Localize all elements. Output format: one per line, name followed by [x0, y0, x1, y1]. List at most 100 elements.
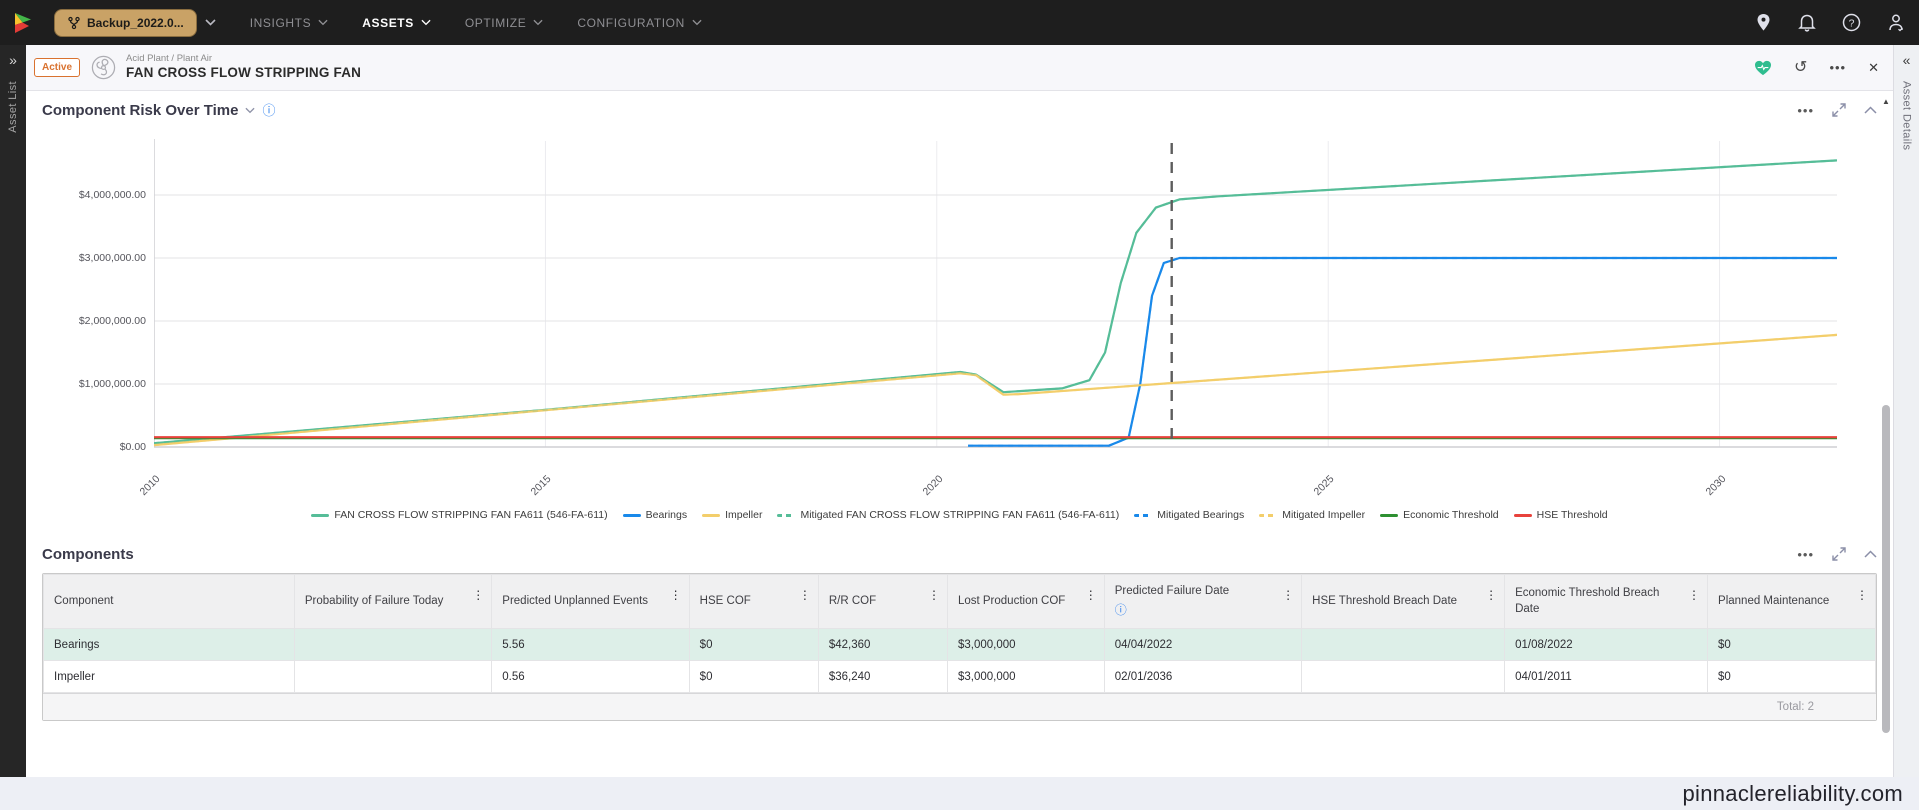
breadcrumb[interactable]: Acid Plant / Plant Air — [126, 53, 361, 65]
column-header-label: Component — [54, 595, 113, 607]
scrollbar-thumb[interactable] — [1882, 405, 1890, 733]
legend-item[interactable]: FAN CROSS FLOW STRIPPING FAN FA611 (546-… — [311, 509, 607, 521]
health-heart-icon[interactable] — [1754, 60, 1772, 76]
page-footer: pinnaclereliability.com — [0, 777, 1919, 810]
risk-chart: $4,000,000.00$3,000,000.00$2,000,000.00$… — [42, 129, 1877, 469]
legend-swatch — [1134, 514, 1152, 517]
column-menu-icon[interactable]: ⋮ — [1282, 587, 1294, 603]
column-menu-icon[interactable]: ⋮ — [1856, 587, 1868, 603]
component-row-bearings[interactable]: Bearings5.56$0$42,360$3,000,00004/04/202… — [44, 629, 1876, 661]
table-cell: Bearings — [44, 629, 295, 661]
legend-label: Mitigated Bearings — [1157, 509, 1244, 521]
legend-swatch — [1380, 514, 1398, 517]
legend-item[interactable]: Mitigated Bearings — [1134, 509, 1244, 521]
column-menu-icon[interactable]: ⋮ — [472, 587, 484, 603]
scroll-up-arrow-icon[interactable]: ▲ — [1880, 97, 1892, 106]
expand-asset-list-icon[interactable]: » — [9, 53, 17, 67]
location-icon[interactable] — [1755, 13, 1772, 32]
column-header-label: HSE Threshold Breach Date — [1312, 595, 1457, 607]
close-icon[interactable]: ✕ — [1868, 61, 1879, 74]
legend-label: Impeller — [725, 509, 762, 521]
legend-item[interactable]: Economic Threshold — [1380, 509, 1499, 521]
app-window: Backup_2022.0... INSIGHTS ASSETS OPTIMIZE C… — [0, 0, 1919, 810]
nav-item-assets[interactable]: ASSETS — [362, 16, 431, 30]
components-collapse-chevron-up-icon[interactable] — [1864, 550, 1877, 558]
column-menu-icon[interactable]: ⋮ — [1085, 587, 1097, 603]
watermark-text: pinnaclereliability.com — [1683, 781, 1903, 807]
column-header[interactable]: Economic Threshold Breach Date⋮ — [1505, 575, 1708, 629]
column-header[interactable]: R/R COF ⋮ — [818, 575, 947, 629]
column-header[interactable]: Planned Maintenance ⋮ — [1708, 575, 1876, 629]
column-header[interactable]: HSE COF ⋮ — [689, 575, 818, 629]
column-menu-icon[interactable]: ⋮ — [1688, 587, 1700, 603]
risk-more-icon[interactable]: ••• — [1797, 103, 1814, 118]
nav-item-optimize[interactable]: OPTIMIZE — [465, 16, 543, 30]
legend-label: Economic Threshold — [1403, 509, 1499, 521]
legend-swatch — [1514, 514, 1532, 517]
column-header[interactable]: Predicted Unplanned Events⋮ — [492, 575, 689, 629]
column-header-label: Planned Maintenance — [1718, 595, 1829, 607]
column-info-icon[interactable]: ⓘ — [1115, 602, 1127, 618]
workspace-selector[interactable]: Backup_2022.0... — [54, 9, 197, 37]
risk-expand-icon[interactable] — [1832, 103, 1846, 117]
risk-collapse-chevron-up-icon[interactable] — [1864, 106, 1877, 114]
legend-item[interactable]: Mitigated Impeller — [1259, 509, 1365, 521]
pinnacle-logo-icon[interactable] — [10, 10, 36, 36]
table-cell: Impeller — [44, 661, 295, 693]
vertical-scrollbar[interactable]: ▲ — [1880, 97, 1892, 767]
column-header[interactable]: Lost Production COF ⋮ — [947, 575, 1104, 629]
y-tick-label: $1,000,000.00 — [79, 378, 146, 390]
column-menu-icon[interactable]: ⋮ — [670, 587, 682, 603]
legend-label: FAN CROSS FLOW STRIPPING FAN FA611 (546-… — [334, 509, 607, 521]
table-cell — [294, 629, 491, 661]
legend-item[interactable]: Bearings — [623, 509, 687, 521]
components-more-icon[interactable]: ••• — [1797, 547, 1814, 562]
components-table: Component Probability of Failure Today⋮Pr… — [42, 573, 1877, 721]
page-title: FAN CROSS FLOW STRIPPING FAN — [126, 65, 361, 82]
components-expand-icon[interactable] — [1832, 547, 1846, 561]
more-icon[interactable]: ••• — [1829, 61, 1846, 74]
collapse-asset-details-icon[interactable]: « — [1903, 53, 1911, 67]
column-header-label: R/R COF — [829, 595, 876, 607]
column-header[interactable]: HSE Threshold Breach Date ⋮ — [1302, 575, 1505, 629]
column-menu-icon[interactable]: ⋮ — [928, 587, 940, 603]
y-tick-label: $4,000,000.00 — [79, 189, 146, 201]
table-cell: $0 — [689, 629, 818, 661]
table-cell: 02/01/2036 — [1104, 661, 1301, 693]
undo-icon[interactable]: ↺ — [1794, 60, 1807, 76]
notifications-icon[interactable] — [1798, 13, 1816, 32]
legend-label: Bearings — [646, 509, 687, 521]
column-menu-icon[interactable]: ⋮ — [1485, 587, 1497, 603]
component-row-impeller[interactable]: Impeller0.56$0$36,240$3,000,00002/01/203… — [44, 661, 1876, 693]
branch-icon — [67, 16, 81, 30]
legend-item[interactable]: HSE Threshold — [1514, 509, 1608, 521]
x-axis-labels: 20102015202020252030 — [154, 469, 1837, 505]
chevron-down-icon — [421, 19, 431, 26]
chart-plot-area[interactable]: ★ — [154, 129, 1837, 469]
x-tick-label: 2030 — [1690, 473, 1728, 511]
column-header[interactable]: Probability of Failure Today⋮ — [294, 575, 491, 629]
table-cell: $0 — [1708, 629, 1876, 661]
user-icon[interactable] — [1887, 13, 1905, 32]
legend-item[interactable]: Impeller — [702, 509, 762, 521]
top-nav: Backup_2022.0... INSIGHTS ASSETS OPTIMIZE C… — [0, 0, 1919, 45]
column-header-label: Lost Production COF — [958, 595, 1065, 607]
status-badge: Active — [34, 58, 80, 77]
nav-item-label: INSIGHTS — [250, 16, 311, 30]
help-icon[interactable]: ? — [1842, 13, 1861, 32]
nav-item-insights[interactable]: INSIGHTS — [250, 16, 328, 30]
legend-label: Mitigated FAN CROSS FLOW STRIPPING FAN F… — [800, 509, 1119, 521]
table-cell: 01/08/2022 — [1505, 629, 1708, 661]
column-header-label: HSE COF — [700, 595, 751, 607]
chevron-down-icon — [318, 19, 328, 26]
risk-title-chevron-down-icon[interactable] — [245, 107, 255, 114]
nav-item-configuration[interactable]: CONFIGURATION — [577, 16, 702, 30]
column-menu-icon[interactable]: ⋮ — [799, 587, 811, 603]
y-tick-label: $2,000,000.00 — [79, 315, 146, 327]
risk-info-icon[interactable]: ⓘ — [262, 104, 275, 117]
components-panel-title: Components — [42, 546, 134, 563]
legend-item[interactable]: Mitigated FAN CROSS FLOW STRIPPING FAN F… — [777, 509, 1119, 521]
column-header[interactable]: Component — [44, 575, 295, 629]
workspace-chevron-down-icon[interactable] — [205, 19, 216, 26]
column-header[interactable]: Predicted Failure Dateⓘ⋮ — [1104, 575, 1301, 629]
